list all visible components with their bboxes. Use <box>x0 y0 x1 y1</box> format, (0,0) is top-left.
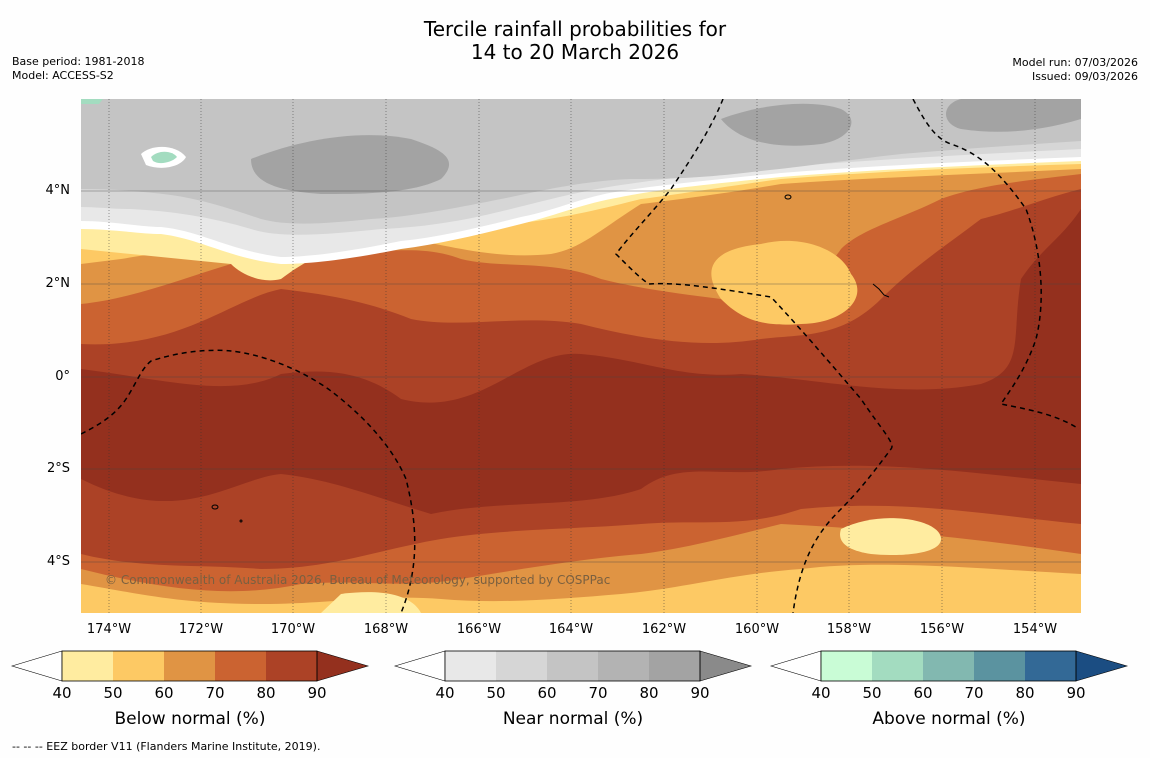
tick-above-90: 90 <box>1066 684 1086 702</box>
colorbar-near <box>393 650 753 682</box>
colorbar-above-low <box>769 650 822 682</box>
colorbar-below-svg <box>10 650 370 682</box>
lon-label-160w: 160°W <box>734 622 780 637</box>
lat-label-4s: 4°S <box>46 554 70 569</box>
colorbar-above-60 <box>923 651 974 681</box>
tick-above-70: 70 <box>964 684 984 702</box>
colorbar-above-svg <box>769 650 1129 682</box>
region-above-corner <box>81 99 103 104</box>
colorbar-above-title: Above normal (%) <box>872 709 1026 729</box>
region-below-50-center <box>711 240 858 325</box>
colorbar-near-low <box>393 650 446 682</box>
islands <box>211 194 890 523</box>
tick-above-60: 60 <box>913 684 933 702</box>
colorbar-below <box>10 650 370 682</box>
tick-above-50: 50 <box>862 684 882 702</box>
eez-footnote: -- -- -- EEZ border V11 (Flanders Marine… <box>12 740 321 753</box>
region-below-40-south <box>840 518 941 556</box>
colorbar-above-80 <box>1025 651 1076 681</box>
tick-above-40: 40 <box>811 684 831 702</box>
title-line-1: Tercile rainfall probabilities for <box>423 17 727 41</box>
tick-below-60: 60 <box>154 684 174 702</box>
lon-label-174w: 174°W <box>86 622 132 637</box>
region-below-40-sw <box>321 592 421 613</box>
lon-label-154w: 154°W <box>1012 622 1058 637</box>
lon-label-164w: 164°W <box>548 622 594 637</box>
colorbar-below-title: Below normal (%) <box>114 709 266 729</box>
colorbar-above-50 <box>872 651 923 681</box>
tick-near-80: 80 <box>639 684 659 702</box>
issued-date: Issued: 09/03/2026 <box>1031 70 1138 83</box>
colorbar-above-40 <box>821 651 872 681</box>
tick-below-40: 40 <box>52 684 72 702</box>
meta-right: Model run: 07/03/2026 Issued: 09/03/2026 <box>1012 56 1138 84</box>
colorbar-above-high <box>1075 650 1129 682</box>
tick-near-70: 70 <box>588 684 608 702</box>
tick-below-70: 70 <box>205 684 225 702</box>
tick-below-80: 80 <box>256 684 276 702</box>
title-line-2: 14 to 20 March 2026 <box>470 40 680 64</box>
lat-label-4n: 4°N <box>45 183 71 198</box>
colorbar-above <box>769 650 1129 682</box>
probability-map <box>81 99 1081 613</box>
map-grid <box>81 190 1081 563</box>
map-title: Tercile rainfall probabilities for 14 to… <box>0 18 1150 64</box>
colorbar-near-high <box>699 650 753 682</box>
tick-below-50: 50 <box>103 684 123 702</box>
colorbar-above-70 <box>974 651 1025 681</box>
tick-above-80: 80 <box>1015 684 1035 702</box>
tick-near-60: 60 <box>537 684 557 702</box>
colorbar-near-title: Near normal (%) <box>502 709 644 729</box>
lon-label-156w: 156°W <box>919 622 965 637</box>
colorbar-near-40 <box>445 651 496 681</box>
lon-label-168w: 168°W <box>363 622 409 637</box>
map-canvas <box>81 99 1081 613</box>
lon-label-162w: 162°W <box>641 622 687 637</box>
model-name: Model: ACCESS-S2 <box>12 69 114 82</box>
colorbar-near-60 <box>547 651 598 681</box>
tick-below-90: 90 <box>307 684 327 702</box>
copyright-notice: © Commonwealth of Australia 2026, Bureau… <box>105 573 611 587</box>
colorbar-below-80 <box>266 651 317 681</box>
colorbar-below-high <box>316 650 370 682</box>
lon-label-172w: 172°W <box>178 622 224 637</box>
colorbar-near-80 <box>649 651 700 681</box>
colorbar-near-50 <box>496 651 547 681</box>
tick-near-50: 50 <box>486 684 506 702</box>
lon-label-170w: 170°W <box>270 622 316 637</box>
colorbar-below-40 <box>62 651 113 681</box>
base-period: Base period: 1981-2018 <box>12 55 145 68</box>
region-near-70-b <box>721 103 852 146</box>
model-run: Model run: 07/03/2026 <box>1012 56 1138 69</box>
lat-label-2s: 2°S <box>46 461 70 476</box>
lat-label-2n: 2°N <box>45 276 71 291</box>
lon-label-166w: 166°W <box>456 622 502 637</box>
colorbar-below-50 <box>113 651 164 681</box>
lat-label-0: 0° <box>55 369 70 384</box>
region-below-50-south <box>81 564 1081 613</box>
colorbar-below-60 <box>164 651 215 681</box>
region-above-50-inner <box>151 151 177 164</box>
colorbar-near-70 <box>598 651 649 681</box>
tick-near-90: 90 <box>690 684 710 702</box>
colorbar-near-svg <box>393 650 753 682</box>
colorbar-below-low <box>10 650 63 682</box>
lon-label-158w: 158°W <box>826 622 872 637</box>
region-near-70-a <box>251 135 450 194</box>
colorbar-below-70 <box>215 651 266 681</box>
eez-borders <box>81 99 1080 613</box>
tick-near-40: 40 <box>435 684 455 702</box>
region-near-70-c <box>946 99 1081 132</box>
meta-left: Base period: 1981-2018 Model: ACCESS-S2 <box>12 55 144 83</box>
